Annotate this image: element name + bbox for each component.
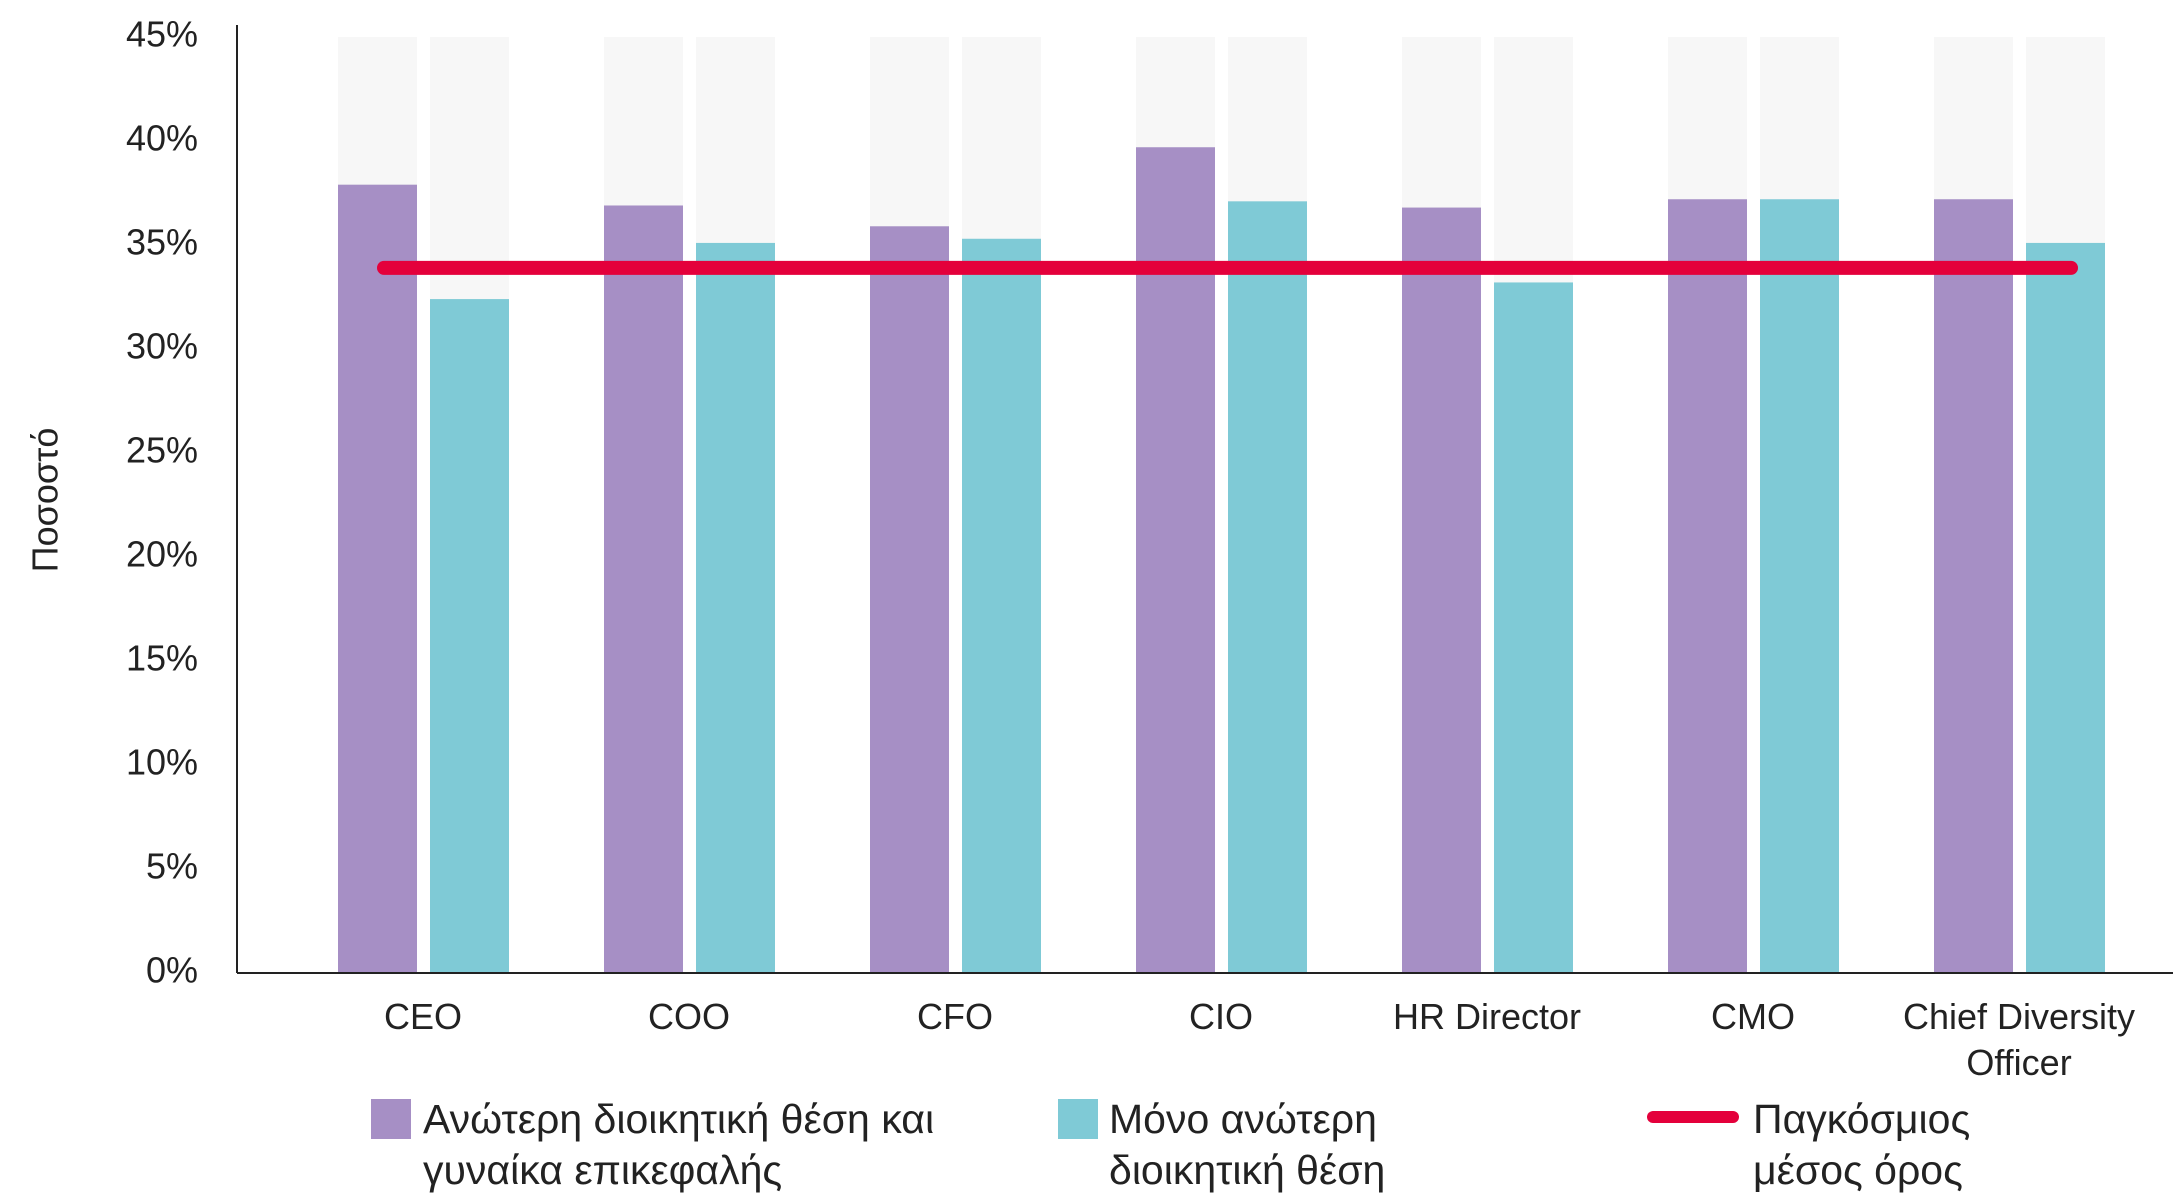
x-tick-label: CMO — [1711, 996, 1795, 1037]
y-tick-label: 5% — [146, 846, 198, 887]
bar — [962, 238, 1041, 973]
bar — [1494, 282, 1573, 973]
x-tick-label: CEO — [383, 996, 462, 1037]
bar — [696, 242, 775, 974]
y-tick-label: 10% — [126, 742, 198, 783]
y-tick-label: 20% — [126, 534, 198, 575]
bar — [2026, 242, 2105, 974]
bar — [1934, 199, 2013, 974]
bar — [1668, 199, 1747, 974]
x-tick-label: CFO — [917, 996, 993, 1037]
x-tick-label: COO — [647, 996, 730, 1037]
y-axis-label: Ποσοστό — [25, 428, 66, 573]
x-tick-label: HR Director — [1392, 996, 1581, 1037]
legend-label: Παγκόσμιος μέσος όρος — [1753, 1096, 1971, 1193]
bar — [1402, 207, 1481, 973]
x-tick-label: CIO — [1188, 996, 1253, 1037]
y-tick-label: 0% — [146, 950, 198, 991]
y-tick-label: 15% — [126, 638, 198, 679]
bar — [430, 299, 509, 974]
y-tick-label: 30% — [126, 326, 198, 367]
x-tick-label: Chief Diversity Officer — [1902, 996, 2136, 1083]
bar — [870, 226, 949, 973]
y-tick-label: 35% — [126, 222, 198, 263]
y-tick-label: 25% — [126, 430, 198, 471]
bar — [1228, 201, 1307, 973]
y-tick-label: 40% — [126, 118, 198, 159]
bar — [1136, 147, 1215, 974]
bar — [604, 205, 683, 974]
bar — [1760, 199, 1839, 974]
legend-label: Ανώτερη διοικητική θέση και γυναίκα επικ… — [423, 1096, 935, 1193]
y-tick-label: 45% — [126, 14, 198, 55]
legend-label: Μόνο ανώτερη διοικητική θέση — [1109, 1096, 1386, 1193]
legend-swatch — [1058, 1099, 1098, 1139]
bar — [338, 184, 417, 973]
legend-swatch — [371, 1099, 411, 1139]
legend-line — [1647, 1111, 1739, 1123]
